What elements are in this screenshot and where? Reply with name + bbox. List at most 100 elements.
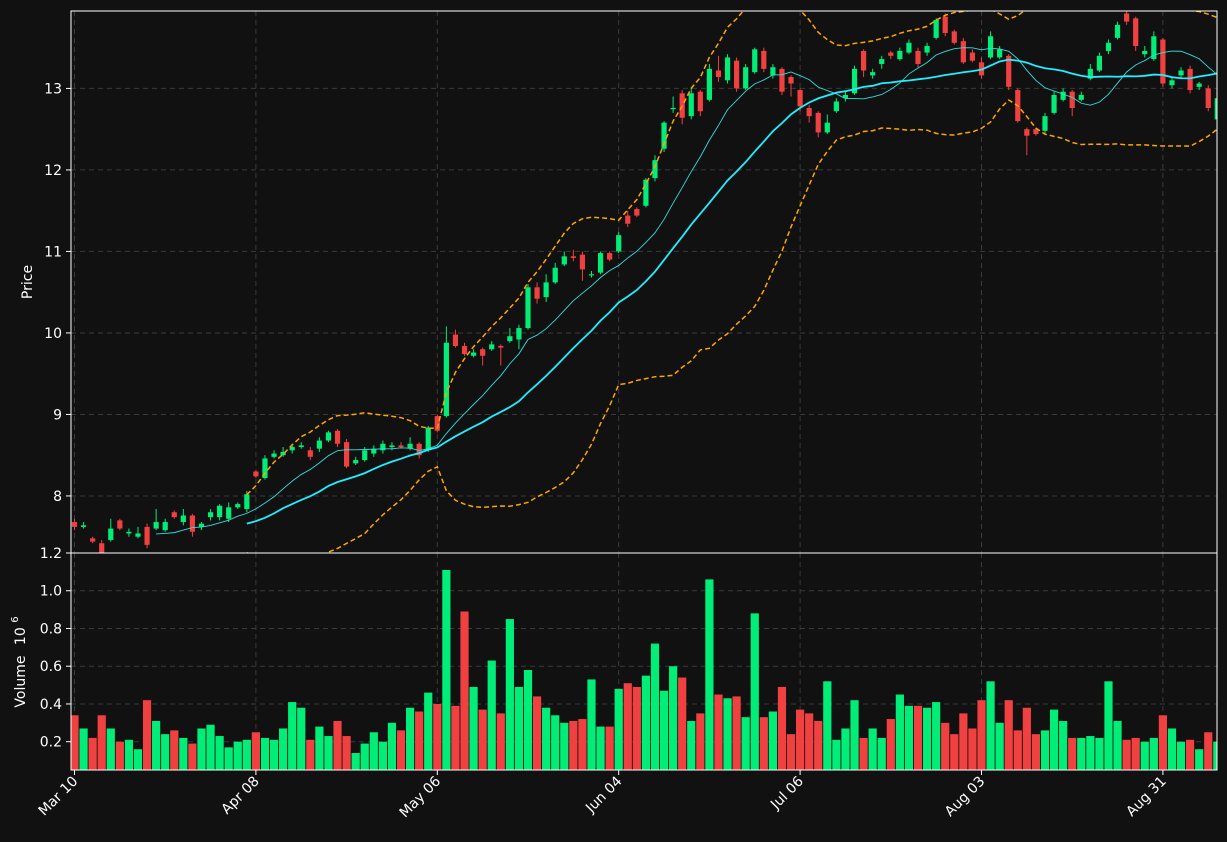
candle-body <box>1178 70 1184 76</box>
candle-body <box>670 107 676 110</box>
volume-bar <box>369 732 378 770</box>
volume-bar <box>532 696 542 770</box>
volume-bar <box>786 734 796 770</box>
volume-bar <box>859 737 868 770</box>
candle-body <box>942 16 948 34</box>
candle-body <box>543 282 549 298</box>
volume-bar <box>179 737 188 770</box>
volume-bar <box>106 728 115 770</box>
volume-bar <box>750 613 759 770</box>
volume-bar <box>1013 730 1022 770</box>
candle-body <box>398 445 404 448</box>
volume-bar <box>977 700 986 770</box>
volume-bar <box>215 736 224 770</box>
volume-bar <box>71 715 79 770</box>
volume-bar <box>705 579 714 770</box>
volume-bar <box>614 688 623 770</box>
volume-bar <box>560 722 569 770</box>
candle-body <box>1114 24 1121 38</box>
volume-bar <box>478 709 487 770</box>
candle-body <box>906 42 912 53</box>
volume-bar <box>242 739 251 770</box>
candle-body <box>1087 68 1093 79</box>
volume-bar <box>342 736 351 770</box>
candle-body <box>588 274 595 276</box>
candle-body <box>271 453 277 457</box>
volume-bar <box>1095 737 1104 770</box>
candle-body <box>380 443 386 451</box>
volume-bar <box>696 713 705 770</box>
candle-body <box>262 458 268 479</box>
candle-body <box>697 91 703 112</box>
candle-body <box>1024 129 1030 136</box>
volume-bar <box>451 705 460 770</box>
volume-bar <box>433 703 442 770</box>
volume-bar <box>405 707 415 770</box>
volume-bar <box>1149 737 1158 770</box>
candle-body <box>552 267 558 283</box>
candle-body <box>407 443 413 449</box>
volume-bar <box>487 660 496 770</box>
volume-bar <box>986 681 995 770</box>
candle-body <box>189 515 196 532</box>
volume-bar <box>206 724 215 770</box>
candle-body <box>461 345 468 355</box>
candle-body <box>108 528 114 540</box>
volume-bar <box>950 734 959 770</box>
price-y-tick-label: 13 <box>44 81 62 97</box>
candle-body <box>960 41 966 63</box>
candle-body <box>516 328 522 340</box>
volume-axis-title: Volume 10 6 <box>10 616 29 707</box>
volume-bar <box>1131 737 1140 770</box>
candle-body <box>153 522 159 529</box>
volume-bar <box>1031 734 1041 770</box>
volume-bar <box>351 753 360 770</box>
candle-body <box>1142 50 1148 55</box>
candle-body <box>470 352 477 356</box>
volume-bar <box>796 709 805 770</box>
volume-y-tick-label: 0.6 <box>40 659 62 675</box>
volume-bar <box>814 720 823 770</box>
volume-bar <box>832 739 841 770</box>
candle-body <box>625 215 631 224</box>
volume-bar <box>777 686 787 770</box>
volume-y-tick-label: 0.4 <box>40 697 62 713</box>
candle-body <box>806 107 812 117</box>
volume-bar <box>442 569 451 770</box>
candle-body <box>1151 36 1157 60</box>
moving-average-fast-line <box>156 47 1217 535</box>
candle-body <box>761 50 767 69</box>
candle-body <box>71 522 78 527</box>
candle-body <box>416 443 422 456</box>
volume-bar <box>823 681 832 770</box>
candle-body <box>480 349 486 356</box>
volume-y-tick-label: 1.0 <box>40 584 62 600</box>
volume-bar <box>895 694 904 770</box>
price-y-tick-label: 9 <box>53 407 62 423</box>
candle-body <box>353 460 359 464</box>
candle-body <box>498 345 504 348</box>
candle-body <box>1051 94 1057 113</box>
price-axis-title: Price <box>20 265 36 299</box>
volume-bar <box>396 730 406 770</box>
candle-body <box>842 94 849 99</box>
volume-bar <box>1186 739 1195 770</box>
volume-bar <box>523 669 533 770</box>
volume-bar <box>88 737 97 770</box>
volume-bar <box>650 643 660 770</box>
volume-bar <box>1195 749 1204 770</box>
volume-bar <box>496 713 505 770</box>
volume-bar <box>678 677 687 770</box>
candle-body <box>217 505 223 518</box>
candle-body <box>434 416 440 431</box>
candle-body <box>734 60 740 89</box>
candle-body <box>1006 55 1012 87</box>
volume-bar <box>97 715 106 770</box>
candle-body <box>987 36 994 58</box>
volume-bar <box>922 707 932 770</box>
volume-bar <box>260 737 270 770</box>
volume-bar <box>170 730 179 770</box>
candle-body <box>325 432 332 441</box>
volume-bar <box>224 747 233 770</box>
